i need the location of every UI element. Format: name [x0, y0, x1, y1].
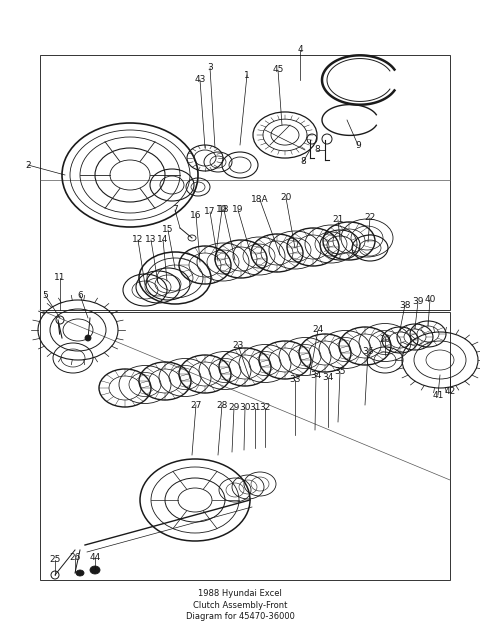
Text: 26: 26: [69, 553, 81, 562]
Text: 1988 Hyundai Excel
Clutch Assembly-Front
Diagram for 45470-36000: 1988 Hyundai Excel Clutch Assembly-Front…: [186, 588, 294, 622]
Text: 20: 20: [280, 193, 292, 203]
Text: 2: 2: [25, 160, 31, 170]
Ellipse shape: [85, 335, 91, 341]
Text: 25: 25: [49, 555, 60, 565]
Ellipse shape: [90, 566, 100, 574]
Text: 33: 33: [289, 376, 301, 384]
Text: 13: 13: [145, 235, 157, 245]
Text: 12: 12: [132, 235, 144, 245]
Text: 29: 29: [228, 404, 240, 412]
Text: 3: 3: [207, 64, 213, 72]
Text: 45: 45: [272, 66, 284, 74]
Text: 31: 31: [249, 404, 261, 412]
Text: 14: 14: [157, 235, 168, 245]
Text: 4: 4: [297, 46, 303, 54]
Text: 36: 36: [362, 348, 374, 356]
Text: 35: 35: [334, 368, 346, 376]
Text: 39: 39: [412, 298, 424, 306]
Text: 9: 9: [355, 140, 361, 150]
Text: 28: 28: [216, 401, 228, 409]
Text: 21: 21: [332, 215, 344, 225]
Text: 19: 19: [232, 205, 244, 215]
Text: 8: 8: [314, 145, 320, 155]
Text: 22: 22: [364, 213, 376, 223]
Text: 44: 44: [89, 553, 101, 562]
Text: 11: 11: [54, 273, 66, 283]
Text: 18: 18: [218, 205, 230, 215]
Text: 32: 32: [259, 404, 271, 412]
Text: 27: 27: [190, 401, 202, 409]
Text: 42: 42: [444, 388, 456, 396]
Text: 23: 23: [232, 341, 244, 349]
Text: 17: 17: [204, 208, 216, 217]
Text: 6: 6: [77, 291, 83, 300]
Text: 10: 10: [216, 205, 228, 215]
Text: 5: 5: [42, 291, 48, 300]
Text: 40: 40: [424, 296, 436, 305]
Text: 16: 16: [190, 210, 202, 220]
Text: 7: 7: [172, 205, 178, 215]
Text: 18A: 18A: [251, 195, 269, 205]
Text: 41: 41: [432, 391, 444, 399]
Text: 24: 24: [312, 326, 324, 334]
Text: 1: 1: [244, 71, 250, 79]
Text: 15: 15: [162, 225, 174, 235]
Ellipse shape: [76, 570, 84, 576]
Text: 34: 34: [310, 371, 322, 379]
Text: 30: 30: [239, 404, 251, 412]
Text: 34: 34: [322, 374, 334, 383]
Text: 38: 38: [399, 301, 411, 310]
Text: 20: 20: [379, 336, 391, 344]
Text: 8: 8: [300, 157, 306, 167]
Text: 43: 43: [194, 76, 206, 84]
